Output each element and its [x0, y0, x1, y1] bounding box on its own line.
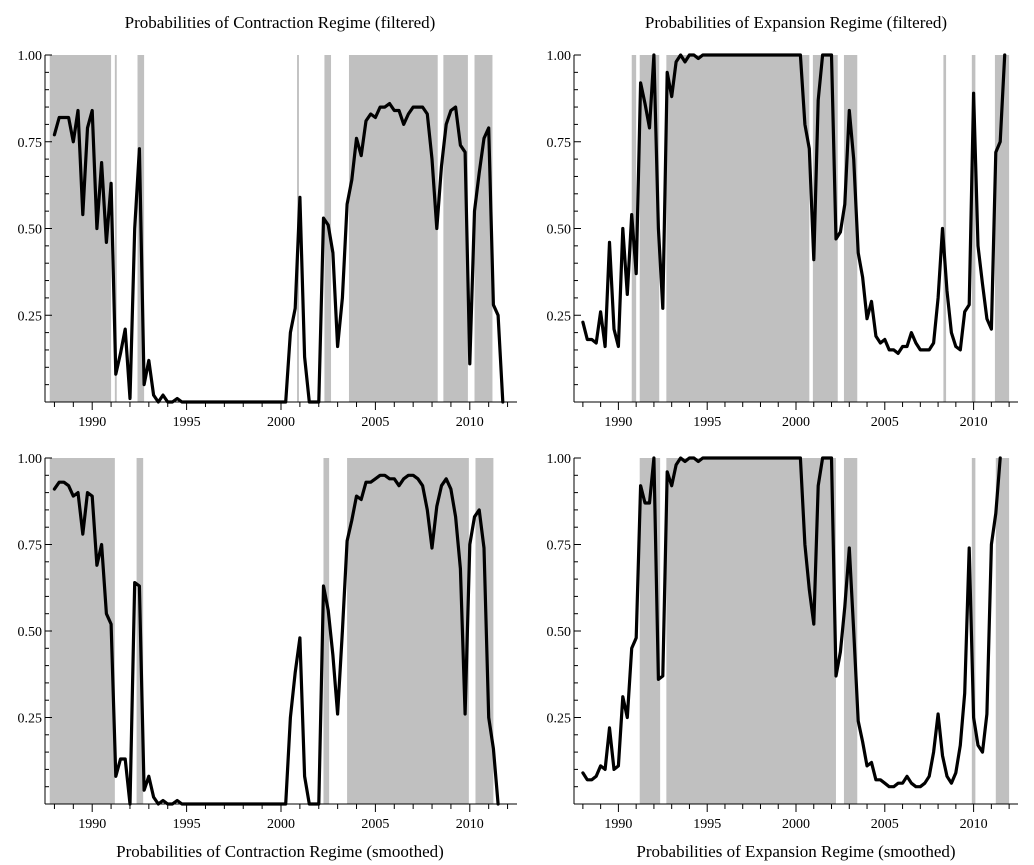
x-tick-label: 2000: [267, 817, 295, 832]
x-tick-label: 1995: [693, 415, 721, 430]
chart-title: Probabilities of Contraction Regime (fil…: [125, 13, 436, 32]
x-tick-label: 1995: [173, 817, 201, 832]
regime-shade: [666, 458, 836, 804]
probability-line: [581, 53, 1007, 355]
regime-shade: [639, 55, 660, 402]
regime-shade: [114, 55, 117, 402]
x-tick-label: 1995: [693, 817, 721, 832]
x-tick-label: 2010: [960, 415, 988, 430]
y-tick-label: 0.75: [18, 539, 43, 554]
panel-contraction-smoothed: Probabilities of Contraction Regime (smo…: [18, 452, 517, 861]
x-tick-label: 2005: [361, 415, 389, 430]
x-tick-label: 1990: [604, 817, 632, 832]
x-tick-label: 1990: [78, 415, 106, 430]
panel-expansion-smoothed: Probabilities of Expansion Regime (smoot…: [547, 452, 1018, 861]
x-tick-label: 2000: [782, 817, 810, 832]
regime-shade: [49, 458, 115, 804]
regime-shade: [971, 55, 976, 402]
x-tick-label: 1990: [604, 415, 632, 430]
probability-line: [52, 101, 505, 404]
x-tick-label: 2005: [871, 817, 899, 832]
y-tick-label: 0.50: [18, 223, 43, 238]
y-tick-label: 0.75: [547, 136, 572, 151]
y-tick-label: 0.50: [547, 625, 572, 640]
y-tick-label: 0.75: [547, 539, 572, 554]
probability-line: [52, 473, 500, 806]
regime-shade: [971, 458, 976, 804]
regime-shade: [666, 55, 810, 402]
y-tick-label: 0.75: [18, 136, 43, 151]
panel-contraction-filtered: Probabilities of Contraction Regime (fil…: [18, 13, 517, 430]
y-tick-label: 1.00: [18, 49, 43, 64]
y-tick-label: 1.00: [18, 452, 43, 467]
y-tick-label: 0.25: [18, 712, 43, 727]
chart-title: Probabilities of Expansion Regime (filte…: [645, 13, 947, 32]
x-tick-label: 2010: [456, 415, 484, 430]
x-tick-label: 2010: [960, 817, 988, 832]
regime-shade: [474, 55, 493, 402]
chart-title: Probabilities of Contraction Regime (smo…: [116, 842, 444, 861]
probability-line: [581, 456, 1002, 789]
y-tick-label: 0.25: [547, 712, 572, 727]
regime-shade: [49, 55, 112, 402]
y-tick-label: 1.00: [547, 49, 572, 64]
x-tick-label: 2005: [361, 817, 389, 832]
y-tick-label: 1.00: [547, 452, 572, 467]
regime-shade: [995, 458, 1010, 804]
x-tick-label: 1995: [173, 415, 201, 430]
chart-title: Probabilities of Expansion Regime (smoot…: [636, 842, 955, 861]
regime-shade: [994, 55, 1010, 402]
y-tick-label: 0.50: [547, 223, 572, 238]
regime-shade: [347, 458, 469, 804]
regime-shade: [323, 458, 330, 804]
y-tick-label: 0.50: [18, 625, 43, 640]
x-tick-label: 2010: [456, 817, 484, 832]
panel-expansion-filtered: Probabilities of Expansion Regime (filte…: [547, 13, 1018, 430]
regime-shade: [843, 458, 858, 804]
regime-shade: [843, 55, 858, 402]
x-tick-label: 2005: [871, 415, 899, 430]
x-tick-label: 1990: [78, 817, 106, 832]
y-tick-label: 0.25: [547, 309, 572, 324]
x-tick-label: 2000: [267, 415, 295, 430]
regime-shade: [943, 55, 947, 402]
x-tick-label: 2000: [782, 415, 810, 430]
regime-shade: [348, 55, 438, 402]
y-tick-label: 0.25: [18, 309, 43, 324]
